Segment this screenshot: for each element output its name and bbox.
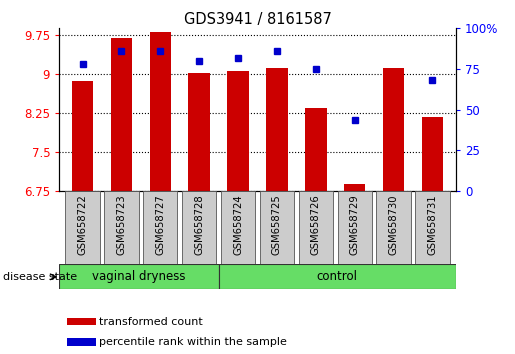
Bar <box>67 318 96 325</box>
Bar <box>188 73 210 191</box>
Bar <box>383 68 404 191</box>
Bar <box>299 191 333 264</box>
Bar <box>143 191 177 264</box>
Bar <box>338 191 372 264</box>
Bar <box>105 191 139 264</box>
Bar <box>227 71 249 191</box>
Text: GSM658722: GSM658722 <box>78 194 88 255</box>
Bar <box>221 191 255 264</box>
Text: transformed count: transformed count <box>99 317 202 327</box>
Bar <box>59 264 219 289</box>
Bar <box>422 117 443 191</box>
Bar <box>344 184 365 191</box>
Text: GSM658724: GSM658724 <box>233 194 243 255</box>
Bar <box>67 338 96 346</box>
Text: GSM658729: GSM658729 <box>350 194 359 255</box>
Text: control: control <box>317 270 358 283</box>
Bar <box>182 191 216 264</box>
Text: GSM658723: GSM658723 <box>116 194 126 255</box>
Text: GSM658727: GSM658727 <box>156 194 165 255</box>
Text: GSM658726: GSM658726 <box>311 194 321 255</box>
Bar <box>65 191 100 264</box>
Text: disease state: disease state <box>3 272 77 282</box>
Bar <box>415 191 450 264</box>
Bar <box>219 264 456 289</box>
Text: GSM658730: GSM658730 <box>389 194 399 255</box>
Bar <box>266 68 288 191</box>
Bar <box>260 191 294 264</box>
Title: GDS3941 / 8161587: GDS3941 / 8161587 <box>183 12 332 27</box>
Bar <box>305 108 327 191</box>
Text: vaginal dryness: vaginal dryness <box>92 270 186 283</box>
Text: GSM658731: GSM658731 <box>427 194 437 255</box>
Bar <box>376 191 410 264</box>
Text: GSM658728: GSM658728 <box>194 194 204 255</box>
Bar <box>150 32 171 191</box>
Bar <box>111 39 132 191</box>
Bar <box>72 81 93 191</box>
Text: percentile rank within the sample: percentile rank within the sample <box>99 337 287 348</box>
Text: GSM658725: GSM658725 <box>272 194 282 255</box>
